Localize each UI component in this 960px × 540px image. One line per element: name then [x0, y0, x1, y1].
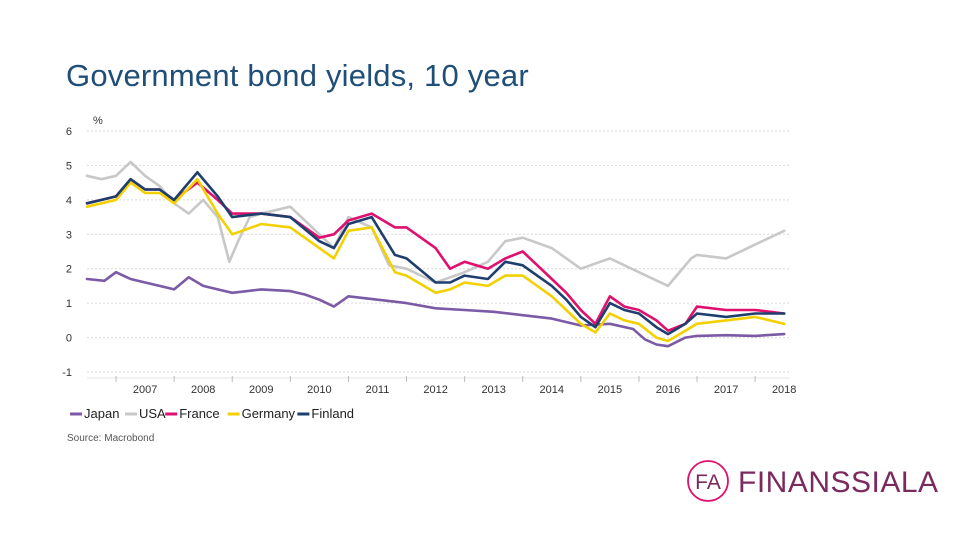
- x-tick-label: 2010: [307, 384, 331, 396]
- legend-label-finland: Finland: [311, 406, 354, 421]
- x-tick-label: 2012: [423, 384, 447, 396]
- fa-logo-mark-icon: FA: [687, 460, 729, 502]
- x-tick-label: 2011: [366, 384, 390, 396]
- finanssiala-logo: FA FINANSSIALA: [686, 459, 938, 509]
- y-tick-label: 2: [66, 264, 72, 276]
- x-tick-label: 2018: [772, 384, 796, 396]
- x-tick-label: 2016: [656, 384, 680, 396]
- slide-title: Government bond yields, 10 year: [66, 58, 529, 93]
- x-tick-label: 2015: [598, 384, 622, 396]
- x-tick-label: 2009: [249, 384, 273, 396]
- x-tick-label: 2014: [540, 384, 564, 396]
- legend-label-germany: Germany: [242, 406, 296, 421]
- x-tick-label: 2013: [481, 384, 505, 396]
- logo-mark-text: FA: [695, 471, 721, 494]
- y-tick-label: 0: [66, 333, 72, 345]
- x-tick-label: 2017: [714, 384, 738, 396]
- y-tick-label: -1: [62, 367, 72, 379]
- y-tick-label: 5: [66, 160, 72, 172]
- series-line-japan: [85, 270, 786, 348]
- legend-label-usa: USA: [139, 406, 166, 421]
- y-tick-label: 1: [66, 298, 72, 310]
- x-tick-label: 2008: [191, 384, 215, 396]
- source-note: Source: Macrobond: [67, 433, 155, 444]
- legend-label-france: France: [179, 406, 219, 421]
- y-tick-label: 3: [66, 229, 72, 241]
- x-tick-label: 2007: [133, 384, 157, 396]
- y-tick-label: 6: [66, 126, 72, 138]
- line-chart: 6 5 4 3 2 1 0 -1% 2007 2008 2009 2010 2011 2012 2013 20…: [62, 115, 796, 421]
- series-line-finland: [85, 171, 786, 336]
- series-line-germany: [85, 177, 786, 343]
- legend-label-japan: Japan: [84, 406, 119, 421]
- y-axis-label: %: [93, 115, 103, 127]
- y-tick-label: 4: [66, 195, 72, 207]
- logo-wordmark: FINANSSIALA: [738, 466, 939, 499]
